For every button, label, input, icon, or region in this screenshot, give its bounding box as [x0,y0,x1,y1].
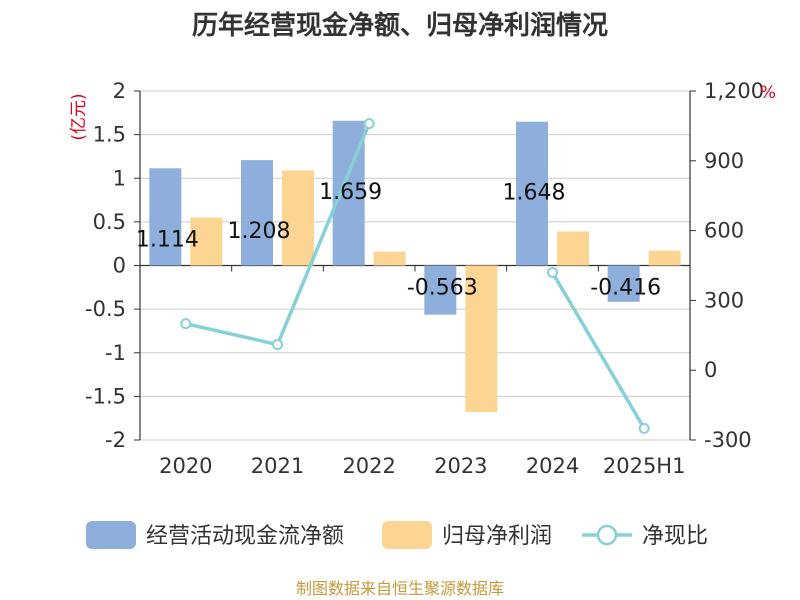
cash-flow-data-label: -0.416 [590,276,661,301]
category-label: 2020 [159,454,212,478]
right-tick-label: 1,200 [704,79,764,103]
left-tick-label: 1.5 [93,123,126,147]
left-tick-label: -1.5 [85,384,126,408]
category-label: 2021 [251,454,304,478]
left-tick-label: -2 [105,428,126,452]
right-tick-label: 900 [704,149,744,173]
right-tick-label: -300 [704,428,752,452]
axes: 2 1.5 1 0.5 0 -0.5 -1 -1.5 -2 1,200 900 600 300 0 -300… [85,79,764,478]
cash-flow-data-label: -0.563 [407,276,478,301]
legend-label-ratio: 净现比 [642,524,708,549]
right-tick-label: 300 [704,288,744,312]
net-profit-bar [190,217,223,266]
legend-label-net-profit: 归母净利润 [442,524,552,549]
net-profit-bar [557,231,589,266]
cash-flow-bar [149,168,182,266]
left-tick-label: 0 [113,254,126,278]
net-profit-bar [648,250,681,266]
left-tick-label: 0.5 [93,210,126,234]
net-profit-bar [373,251,406,266]
ratio-point [547,266,558,278]
cash-flow-data-label: 1.208 [228,219,291,244]
net-profit-bar [282,170,314,266]
bars [149,120,681,413]
cash-flow-data-label: 1.114 [136,227,199,252]
ratio-line [180,118,650,434]
category-label: 2023 [434,454,487,478]
ratio-point [180,318,192,330]
legend: 经营活动现金流净额 归母净利润 净现比 [86,521,708,549]
right-axis-unit: % [760,83,776,103]
cash-flow-bar [516,121,548,266]
legend-swatch-cash-flow [86,521,136,549]
left-axis-unit: (亿元) [69,93,89,140]
cash-flow-data-label: 1.648 [503,181,566,206]
left-tick-label: 1 [113,166,126,190]
cash-flow-bar [424,265,457,315]
right-tick-label: 0 [704,358,717,382]
ratio-point [272,339,283,351]
data-labels: 1.114 1.208 1.659 -0.563 1.648 -0.416 [136,180,661,301]
legend-marker-ratio [596,524,618,546]
ratio-point [363,118,375,130]
category-label: 2025H1 [603,454,686,478]
legend-label-cash-flow: 经营活动现金流净额 [146,524,344,549]
cash-flow-bar [607,265,640,302]
cash-flow-bar [241,160,273,266]
category-label: 2024 [526,454,579,478]
category-label: 2022 [342,454,395,478]
left-tick-label: -0.5 [85,297,126,321]
cash-flow-data-label: 1.659 [319,180,382,205]
left-tick-label: -1 [105,341,126,365]
chart-title: 历年经营现金净额、归母净利润情况 [192,10,608,41]
source-note: 制图数据来自恒生聚源数据库 [296,579,504,598]
legend-swatch-net-profit [382,521,432,549]
left-tick-label: 2 [113,79,126,103]
ratio-line-segment [550,271,646,430]
ratio-point [638,422,650,434]
net-profit-bar [465,265,498,413]
right-tick-label: 600 [704,219,744,243]
